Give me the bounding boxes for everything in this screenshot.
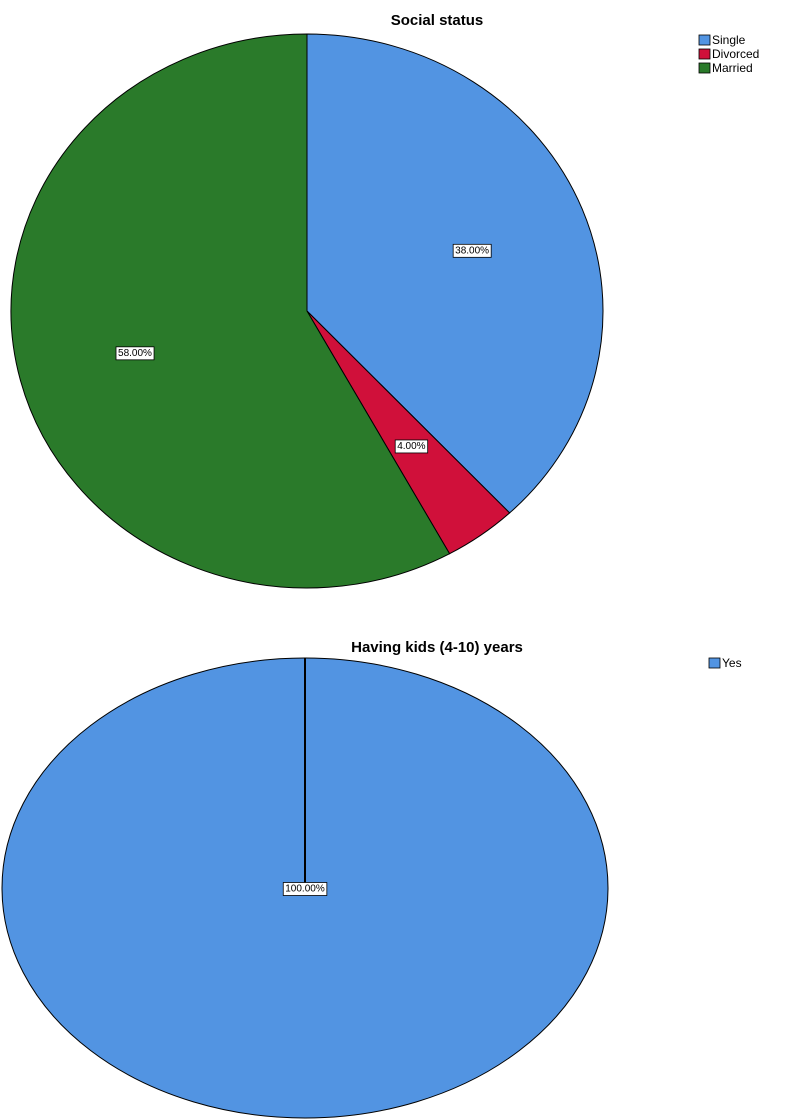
legend-item-married: Married — [698, 61, 753, 75]
legend-item-single: Single — [698, 33, 746, 47]
legend-swatch — [698, 34, 711, 46]
pie-slice-single — [306, 33, 604, 514]
chart-title: Social status — [391, 12, 484, 29]
data-labels: 100.00% — [282, 882, 328, 896]
pie-slices — [10, 33, 604, 589]
svg-text:4.00%: 4.00% — [397, 441, 425, 452]
legend-label: Single — [712, 33, 746, 47]
data-label-married: 58.00% — [115, 346, 155, 361]
having-kids-chart: Having kids (4-10) years 100.00% Yes — [1, 639, 742, 1119]
legend-swatch — [698, 62, 711, 74]
data-label-single: 38.00% — [452, 243, 492, 258]
chart-title: Having kids (4-10) years — [351, 639, 523, 656]
legend-item-yes: Yes — [708, 656, 742, 670]
pie-slice-married — [10, 33, 451, 589]
legend-swatch — [698, 48, 711, 60]
data-label-divorced: 4.00% — [394, 439, 429, 454]
svg-text:38.00%: 38.00% — [455, 245, 489, 256]
legend-swatch — [708, 657, 721, 669]
legend-label: Yes — [722, 656, 742, 670]
legend: Yes — [708, 656, 742, 670]
svg-text:100.00%: 100.00% — [285, 884, 325, 895]
legend-item-divorced: Divorced — [698, 47, 759, 61]
legend-label: Married — [712, 61, 753, 75]
legend-label: Divorced — [712, 47, 759, 61]
data-labels: 38.00% 4.00% 58.00% — [115, 243, 492, 454]
data-label-yes: 100.00% — [282, 882, 328, 896]
social-status-chart: Social status 38.00% 4.00% 58.00% SingleDi… — [10, 12, 759, 589]
svg-text:58.00%: 58.00% — [118, 348, 152, 359]
